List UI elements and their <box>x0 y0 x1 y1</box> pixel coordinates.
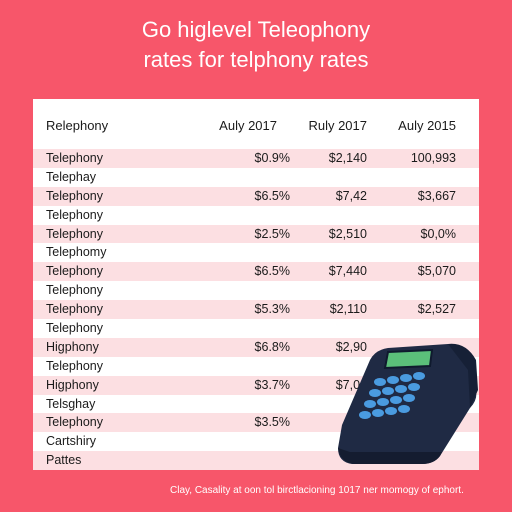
phone-screen <box>383 348 434 370</box>
row-value-1: $6.5% <box>254 264 290 279</box>
row-label: Higphony <box>46 377 99 392</box>
row-label: Telephony <box>46 283 103 298</box>
table-row: Telephomy <box>33 243 479 262</box>
table-row: Telephony $2.5% $2,510 $0,0% <box>33 224 479 244</box>
row-label: Telephony <box>46 188 103 203</box>
column-header-1: Auly 2017 <box>219 118 277 133</box>
table-row: Telephony <box>33 206 479 225</box>
row-value-1: $6.8% <box>254 339 290 354</box>
row-value-1: $2.5% <box>254 226 290 241</box>
phone-body <box>338 344 477 464</box>
row-label: Cartshiry <box>46 434 97 449</box>
row-label: Telephony <box>46 264 103 279</box>
row-label: Higphony <box>46 339 99 354</box>
row-label: Telephony <box>46 415 103 430</box>
table-row: Higphony $6.8% $2,90 <box>33 337 479 357</box>
row-label: Telephomy <box>46 245 107 260</box>
table-row: Telephony $5.3% $2,110 $2,527 <box>33 300 479 320</box>
footer-caption: Clay, Casality at oon tol birctlacioning… <box>170 485 464 496</box>
table-row: Telephay <box>33 168 479 187</box>
row-label: Telephony <box>46 207 103 222</box>
row-value-2: $7,440 <box>328 264 367 279</box>
page-title-line-2: rates for telphony rates <box>143 47 369 72</box>
table-row: Telephony $6.5% $7,42 $3,667 <box>33 186 479 206</box>
table-row: Telephony <box>33 357 479 376</box>
row-value-3: $5,070 <box>417 264 456 279</box>
table-row: Telsghay <box>33 395 479 414</box>
row-label: Telephony <box>46 302 103 317</box>
table-row: Telephony $0.9% $2,140 100,993 <box>33 149 479 168</box>
row-label: Telsghay <box>46 396 96 411</box>
row-label: Telephony <box>46 358 103 373</box>
page-title-line-1: Go higlevel Teleophony <box>141 17 371 42</box>
row-value-2: $7,42 <box>335 188 367 203</box>
row-label: Telephony <box>46 151 103 165</box>
row-label: Pattes <box>46 453 82 468</box>
table-row: Telephony $6.5% $7,440 $5,070 <box>33 262 479 282</box>
table-row: Telephony <box>33 319 479 338</box>
row-value-1: $5.3% <box>254 302 290 317</box>
row-label: Telephony <box>46 321 103 336</box>
row-value-3: $0,0% <box>420 226 456 241</box>
rates-table: Relephony Auly 2017 Ruly 2017 Auly 2015 … <box>33 99 479 471</box>
table-row: Cartshiry <box>33 432 479 451</box>
row-value-1: $3.7% <box>254 377 290 392</box>
row-value-2: $2,110 <box>329 302 367 317</box>
row-label: Telephay <box>46 169 97 184</box>
row-value-3: $2,527 <box>417 302 456 317</box>
row-value-1: $6.5% <box>254 188 290 203</box>
row-value-3: 100,993 <box>410 151 456 165</box>
phone-side <box>448 343 478 408</box>
row-value-2: $2,140 <box>328 151 367 165</box>
row-value-3: $3,667 <box>417 188 456 203</box>
column-header-2: Ruly 2017 <box>308 118 367 133</box>
column-header-3: Auly 2015 <box>398 118 456 133</box>
column-header-label: Relephony <box>46 118 109 133</box>
table-row: Telephony <box>33 281 479 300</box>
row-label: Telephony <box>46 226 103 241</box>
row-value-2: $2,90 <box>335 339 367 354</box>
phone-keypad <box>359 372 425 419</box>
row-value-2: $2,510 <box>328 226 367 241</box>
row-value-1: $0.9% <box>254 151 290 165</box>
desk-telephone-icon <box>338 343 478 464</box>
table-body: Telephony $0.9% $2,140 100,993 Telephay Telep… <box>33 149 479 471</box>
row-value-1: $3.5% <box>254 415 290 430</box>
